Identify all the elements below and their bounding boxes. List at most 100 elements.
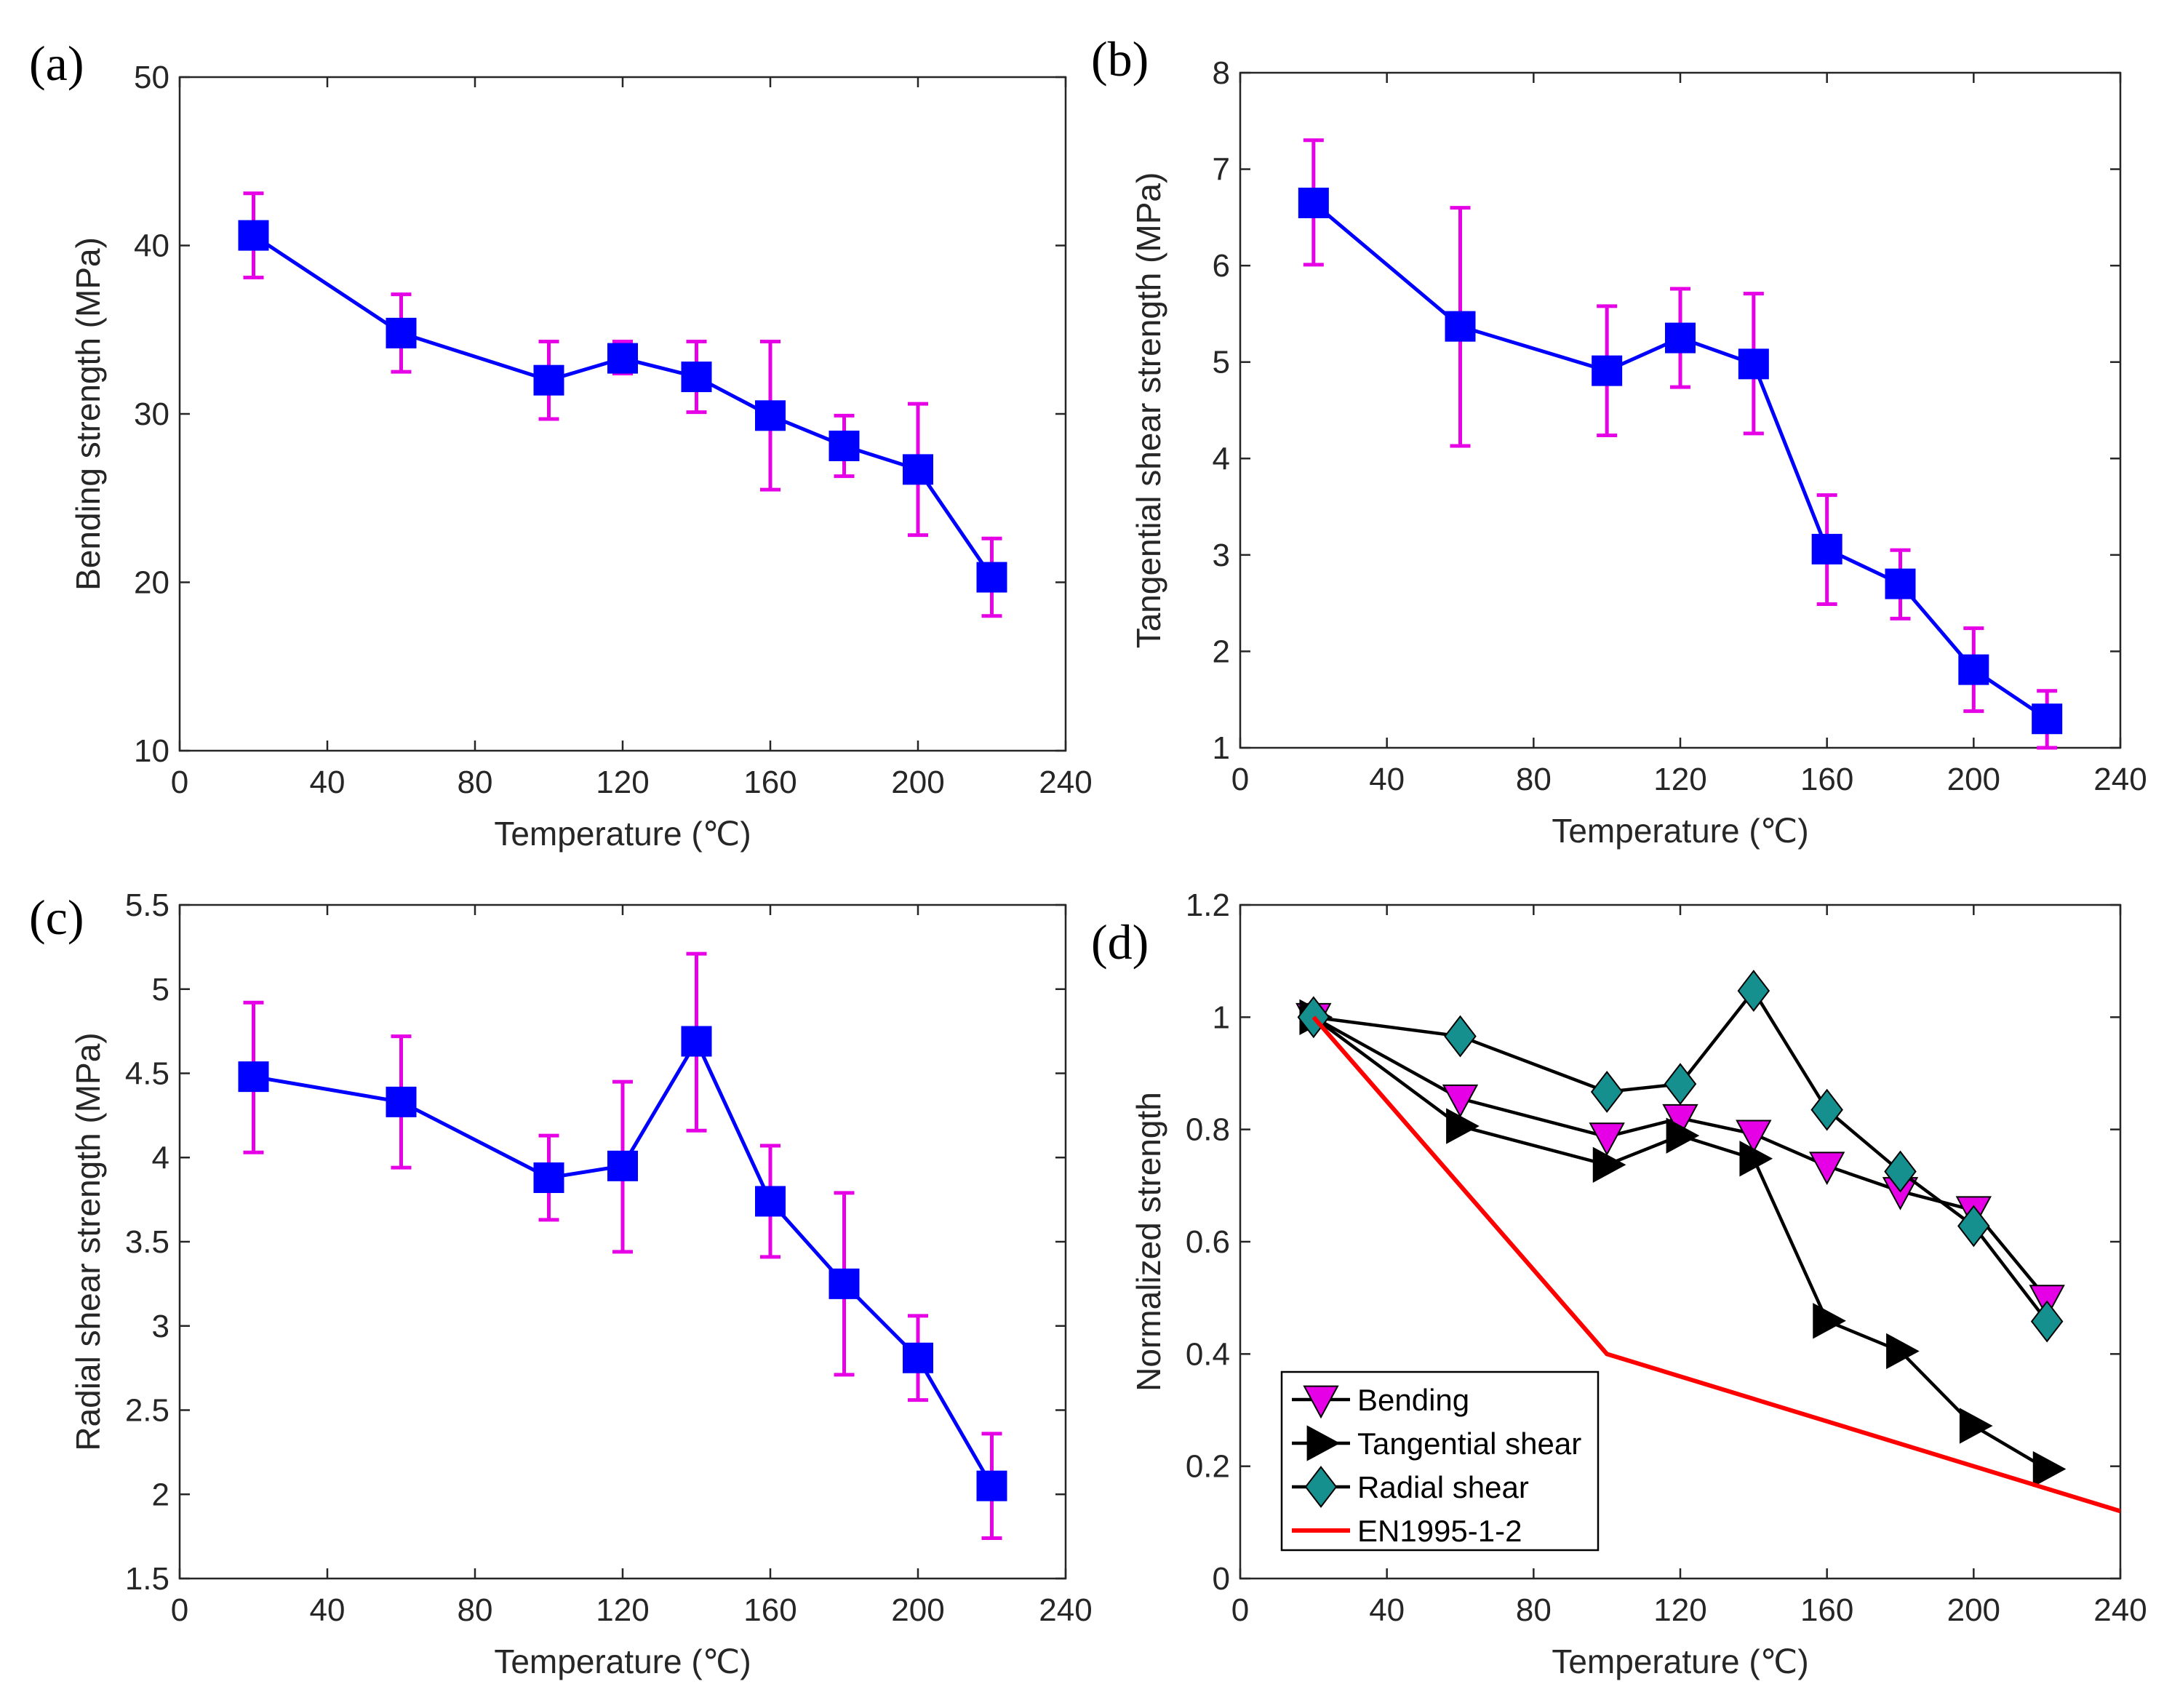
data-point <box>903 1342 933 1373</box>
y-tick-label: 1.2 <box>1186 887 1230 923</box>
panel-label: (a) <box>29 36 84 91</box>
y-tick-label: 2.5 <box>125 1393 169 1429</box>
data-point <box>1589 1122 1625 1156</box>
y-tick-label: 4 <box>152 1140 169 1176</box>
y-tick-label: 40 <box>134 228 169 264</box>
y-axis-label: Bending strength (MPa) <box>69 237 107 591</box>
data-point <box>607 1150 638 1181</box>
x-tick-label: 40 <box>310 765 346 800</box>
data-point <box>607 343 638 374</box>
panel-a: 0 40 80 120 160 200 240 10 20 30 40 50 Temperature (… <box>29 36 1093 853</box>
legend-entry: Bending <box>1292 1383 1469 1419</box>
data-point <box>1737 970 1770 1013</box>
data-point <box>1957 1205 1990 1248</box>
y-tick-label: 5 <box>1213 345 1230 380</box>
y-tick-label: 4.5 <box>125 1056 169 1092</box>
x-tick-label: 120 <box>1653 762 1706 797</box>
panel-label: (b) <box>1091 31 1149 87</box>
data-point <box>903 454 933 485</box>
y-tick-label: 0.8 <box>1186 1112 1230 1148</box>
data-point <box>1810 1088 1843 1131</box>
y-tick-label: 1 <box>1213 730 1230 766</box>
series-line <box>1313 988 2048 1322</box>
data-point <box>1738 348 1769 380</box>
data-point <box>1808 1152 1845 1186</box>
x-tick-label: 80 <box>458 765 493 800</box>
x-tick-label: 0 <box>1231 1592 1249 1628</box>
legend-label: EN1995-1-2 <box>1357 1514 1522 1548</box>
data-point <box>829 430 860 461</box>
data-point <box>1592 1146 1626 1183</box>
data-point <box>238 220 269 251</box>
y-tick-label: 2 <box>1213 634 1230 669</box>
y-tick-label: 5.5 <box>125 887 169 923</box>
data-point <box>755 1186 786 1217</box>
axes-frame <box>1239 71 2122 749</box>
data-point <box>1592 355 1623 386</box>
x-tick-label: 40 <box>310 1592 346 1628</box>
data-point <box>1442 1084 1479 1118</box>
y-tick-label: 10 <box>134 733 169 769</box>
series-line <box>1311 1015 2120 1514</box>
series-bending <box>1295 1002 2065 1318</box>
x-tick-label: 200 <box>1947 762 2000 797</box>
data-point <box>533 1162 564 1194</box>
legend-entry: Tangential shear <box>1292 1425 1581 1461</box>
y-tick-label: 3 <box>152 1309 169 1344</box>
x-tick-label: 160 <box>743 1592 796 1628</box>
y-tick-label: 1 <box>1213 999 1230 1035</box>
data-point <box>1739 1141 1773 1177</box>
x-tick-label: 160 <box>743 765 796 800</box>
panel-b: 0 40 80 120 160 200 240 1 2 3 4 5 6 7 8 Temperature (℃)… <box>1091 31 2147 850</box>
data-point <box>1884 1150 1917 1193</box>
data-point <box>1446 1108 1480 1144</box>
data-point <box>2030 1300 2064 1343</box>
series-line <box>1312 1015 2048 1301</box>
legend: Bending Tangential shear Radial shear EN199… <box>1280 1370 1600 1552</box>
data-point <box>1444 1015 1477 1058</box>
y-tick-label: 20 <box>134 565 169 601</box>
y-tick-label: 50 <box>134 60 169 95</box>
legend-entry: EN1995-1-2 <box>1292 1514 1522 1548</box>
data-point <box>1665 322 1696 354</box>
y-axis-label: Tangential shear strength (MPa) <box>1130 172 1167 649</box>
data-point <box>533 364 564 396</box>
x-tick-label: 0 <box>171 765 188 800</box>
y-axis-label: Normalized strength <box>1130 1092 1167 1392</box>
y-tick-label: 6 <box>1213 248 1230 284</box>
x-tick-label: 240 <box>1039 765 1092 800</box>
legend-label: Bending <box>1357 1383 1469 1417</box>
x-axis-label: Temperature (℃) <box>494 815 751 853</box>
data-point <box>2032 1450 2067 1488</box>
panel-d: 0 40 80 120 160 200 240 0 0.2 0.4 0.6 0.8 1 1.2 Temper… <box>1091 887 2147 1680</box>
y-tick-label: 0.4 <box>1186 1336 1230 1372</box>
axes-frame <box>178 76 1067 752</box>
y-tick-label: 8 <box>1213 55 1230 91</box>
x-tick-label: 160 <box>1800 762 1853 797</box>
y-tick-label: 7 <box>1213 152 1230 188</box>
data-point <box>829 1268 860 1299</box>
legend-label: Tangential shear <box>1357 1426 1581 1461</box>
y-tick-label: 2 <box>152 1477 169 1512</box>
panel-label: (c) <box>29 890 84 945</box>
data-point <box>386 317 417 348</box>
y-tick-label: 3.5 <box>125 1224 169 1260</box>
x-tick-label: 0 <box>171 1592 188 1628</box>
data-point <box>976 562 1007 593</box>
panel-c: 0 40 80 120 160 200 240 1.5 2 2.5 3 3.5 4 4.5 5 5.5 Temp… <box>29 887 1093 1680</box>
panel-label: (d) <box>1091 914 1149 970</box>
x-tick-label: 120 <box>596 1592 649 1628</box>
data-point <box>1958 654 1989 685</box>
x-axis-label: Temperature (℃) <box>494 1643 751 1680</box>
x-tick-label: 120 <box>596 765 649 800</box>
data-point <box>1886 1333 1920 1370</box>
series-line <box>252 234 994 578</box>
x-tick-label: 120 <box>1653 1592 1706 1628</box>
data-point <box>1445 311 1476 342</box>
legend-swatch-marker <box>1303 1385 1339 1419</box>
data-point <box>755 400 786 431</box>
legend-swatch-marker <box>1304 1466 1338 1508</box>
data-point <box>238 1061 269 1093</box>
